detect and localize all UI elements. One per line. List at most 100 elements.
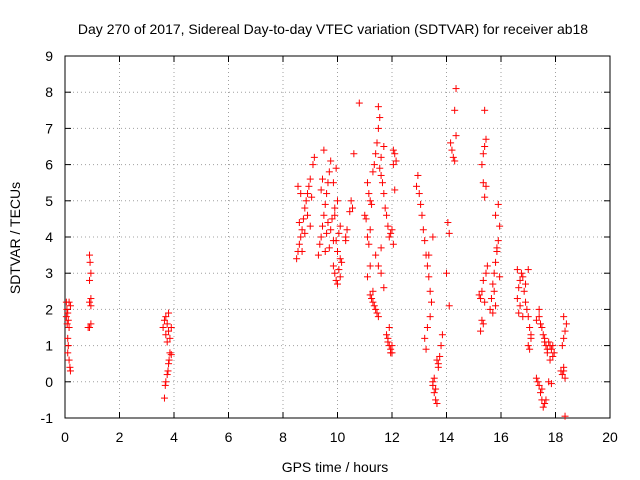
data-point xyxy=(494,200,502,208)
data-point xyxy=(537,320,545,328)
data-point xyxy=(327,157,335,165)
data-point xyxy=(335,266,343,274)
y-tick-label: 2 xyxy=(45,301,53,317)
data-point xyxy=(63,305,71,313)
data-point xyxy=(535,305,543,313)
data-point xyxy=(331,211,339,219)
data-point xyxy=(550,349,558,357)
x-tick-label: 18 xyxy=(548,429,564,445)
data-point xyxy=(432,396,440,404)
data-point xyxy=(294,182,302,190)
data-point xyxy=(541,400,549,408)
data-point xyxy=(368,295,376,303)
data-point xyxy=(374,124,382,132)
data-point xyxy=(317,233,325,241)
data-point xyxy=(423,262,431,270)
data-point xyxy=(492,302,500,310)
data-point xyxy=(425,273,433,281)
data-point xyxy=(479,320,487,328)
data-point xyxy=(328,215,336,223)
data-point xyxy=(520,287,528,295)
y-tick-label: 7 xyxy=(45,120,53,136)
data-point xyxy=(430,389,438,397)
data-point xyxy=(366,291,374,299)
data-point xyxy=(541,338,549,346)
x-tick-label: 6 xyxy=(225,429,233,445)
chart-title: Day 270 of 2017, Sidereal Day-to-day VTE… xyxy=(78,21,588,37)
data-point xyxy=(335,229,343,237)
data-point xyxy=(385,233,393,241)
data-point xyxy=(482,135,490,143)
data-point xyxy=(161,381,169,389)
data-point xyxy=(332,237,340,245)
data-point xyxy=(423,324,431,331)
data-point xyxy=(376,164,384,172)
x-tick-label: 8 xyxy=(279,429,287,445)
data-point xyxy=(478,316,486,324)
data-point xyxy=(445,302,453,310)
data-point xyxy=(477,327,485,335)
data-point xyxy=(336,222,344,230)
data-point xyxy=(160,316,168,324)
data-point xyxy=(363,233,371,241)
data-point xyxy=(372,251,380,259)
data-point xyxy=(490,269,498,277)
data-point xyxy=(163,338,171,346)
data-point xyxy=(317,186,325,194)
data-point xyxy=(527,334,535,342)
data-point xyxy=(481,106,489,114)
data-point xyxy=(522,280,530,288)
data-point xyxy=(162,378,170,386)
data-point xyxy=(62,313,70,321)
data-point xyxy=(308,193,316,201)
data-point xyxy=(388,226,396,234)
data-point xyxy=(374,313,382,321)
data-point xyxy=(384,338,392,346)
data-point xyxy=(160,394,168,402)
data-point xyxy=(478,161,486,169)
data-point xyxy=(293,255,301,263)
data-point xyxy=(433,400,441,408)
data-point xyxy=(162,313,170,321)
data-point xyxy=(561,412,569,420)
data-point xyxy=(66,302,74,310)
data-point xyxy=(546,356,554,364)
data-point xyxy=(372,305,380,313)
data-point xyxy=(365,240,373,248)
y-tick-label: -1 xyxy=(41,410,54,426)
data-point xyxy=(374,262,382,270)
data-point xyxy=(561,374,569,382)
data-point xyxy=(558,342,566,350)
data-point xyxy=(329,179,337,187)
data-point xyxy=(320,211,328,219)
data-point xyxy=(309,161,317,169)
data-point xyxy=(342,237,350,245)
data-point xyxy=(539,403,547,411)
data-point xyxy=(299,215,307,223)
x-tick-label: 0 xyxy=(61,429,69,445)
data-point xyxy=(549,352,557,360)
data-points-layer xyxy=(62,85,570,420)
data-point xyxy=(449,153,457,161)
data-point xyxy=(421,334,429,342)
data-point xyxy=(87,269,95,277)
data-point xyxy=(329,262,337,270)
data-point xyxy=(380,284,388,292)
data-point xyxy=(547,345,555,353)
data-point xyxy=(348,204,356,212)
data-point xyxy=(346,208,354,216)
data-point xyxy=(332,276,340,284)
data-point xyxy=(391,186,399,194)
data-point xyxy=(167,351,175,359)
data-point xyxy=(319,222,327,230)
x-tick-label: 10 xyxy=(330,429,346,445)
x-tick-label: 2 xyxy=(116,429,124,445)
data-point xyxy=(482,182,490,190)
data-point xyxy=(389,161,397,169)
data-point xyxy=(334,280,341,288)
data-point xyxy=(490,287,498,295)
data-point xyxy=(350,150,358,158)
data-point xyxy=(448,146,456,154)
data-point xyxy=(492,258,500,266)
